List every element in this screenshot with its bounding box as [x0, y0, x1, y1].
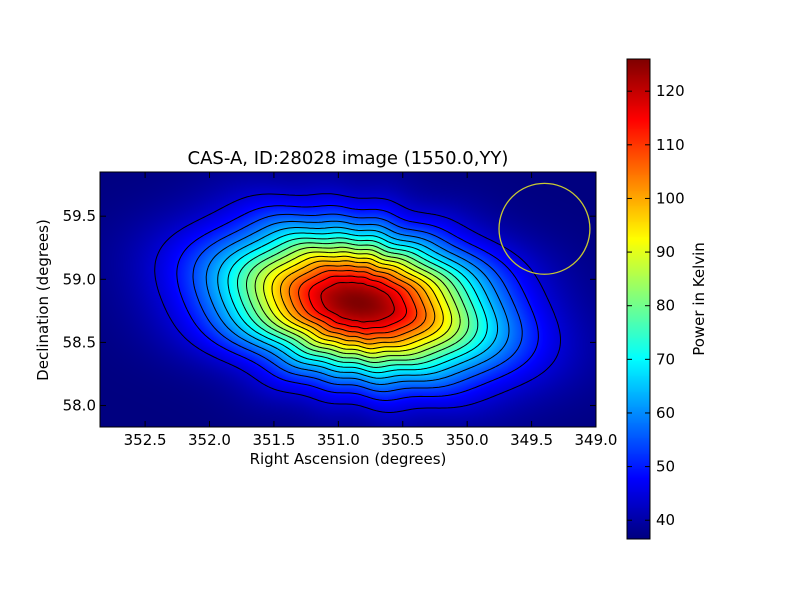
plot-frame: [99, 171, 597, 428]
colorbar-tick-label: 70: [656, 350, 675, 368]
contour-line: [308, 275, 407, 330]
x-tick-label: 349.5: [510, 431, 553, 449]
colorbar-ticks: 40 50 60 70 80 90 100 110 120: [627, 82, 685, 529]
x-axis-ticks: 352.5 352.0 351.5 351.0 350.5 350.0 349.5 349.0: [124, 172, 618, 449]
colorbar-tick-label: 100: [656, 189, 685, 207]
y-axis-ticks: 58.0 58.5 59.0 59.5: [63, 207, 596, 415]
x-axis-label: Right Ascension (degrees): [250, 450, 447, 468]
contour-line: [263, 251, 453, 354]
y-tick-label: 59.0: [63, 270, 96, 288]
colorbar-tick-label: 80: [656, 297, 675, 315]
x-tick-label: 352.5: [124, 431, 167, 449]
contour-line: [176, 205, 539, 401]
contour-line: [205, 220, 510, 385]
colorbar-tick-label: 90: [656, 243, 675, 261]
contour-lines: [154, 193, 561, 413]
contour-line: [298, 270, 418, 335]
contour-line: [271, 255, 444, 350]
x-tick-label: 350.5: [381, 431, 424, 449]
contour-line: [237, 237, 479, 368]
x-tick-label: 352.0: [188, 431, 231, 449]
colorbar-label: Power in Kelvin: [690, 242, 708, 356]
contour-line: [254, 246, 461, 359]
colorbar-frame: [626, 58, 651, 540]
contour-line: [246, 242, 470, 363]
x-tick-label: 350.0: [446, 431, 489, 449]
x-tick-label: 351.0: [317, 431, 360, 449]
contour-line: [288, 265, 427, 340]
y-tick-label: 58.5: [63, 333, 96, 351]
heatmap-image: [100, 172, 596, 427]
colorbar-tick-label: 120: [656, 82, 685, 100]
contour-line: [280, 260, 436, 345]
contour-line: [320, 281, 395, 323]
y-tick-label: 58.0: [63, 397, 96, 415]
contour-line: [227, 232, 488, 374]
colorbar: [627, 59, 650, 539]
y-axis-label: Declination (degrees): [34, 219, 52, 381]
colorbar-tick-label: 40: [656, 511, 675, 529]
chart-title: CAS-A, ID:28028 image (1550.0,YY): [188, 148, 509, 169]
y-tick-label: 59.5: [63, 207, 96, 225]
colorbar-tick-label: 50: [656, 458, 675, 476]
x-tick-label: 349.0: [575, 431, 618, 449]
contour-line: [154, 193, 561, 413]
colorbar-tick-label: 60: [656, 404, 675, 422]
colorbar-tick-label: 110: [656, 136, 685, 154]
contour-line: [192, 213, 523, 393]
contour-line: [217, 226, 499, 379]
beam-circle: [498, 182, 591, 275]
x-tick-label: 351.5: [252, 431, 295, 449]
plot-area: [100, 172, 596, 427]
